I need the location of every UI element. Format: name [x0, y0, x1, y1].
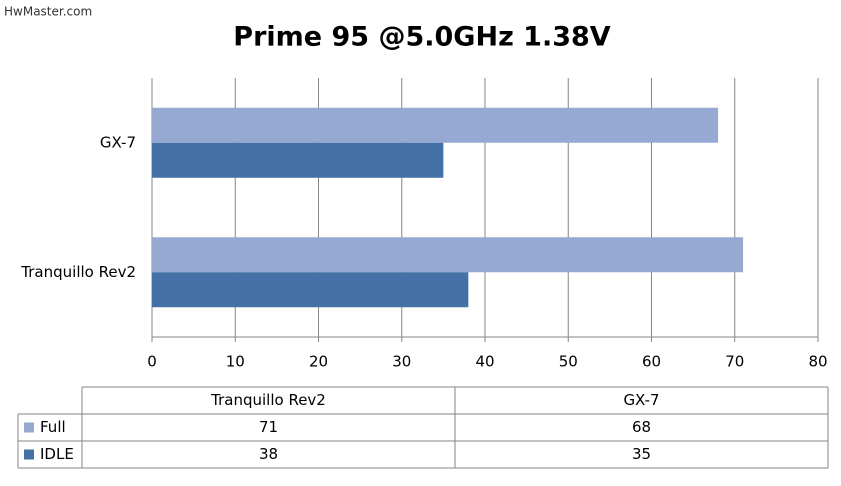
table-value: 71 [259, 418, 278, 436]
bar [152, 237, 744, 273]
table-value: 38 [259, 445, 278, 463]
x-tick-label: 40 [475, 353, 494, 371]
legend-swatch [24, 422, 34, 433]
x-tick-label: 80 [808, 353, 827, 371]
x-tick-label: 60 [642, 353, 661, 371]
y-tick-label: Tranquillo Rev2 [20, 263, 136, 281]
table-value: 35 [632, 445, 651, 463]
bar [152, 107, 719, 143]
y-tick-label: GX-7 [100, 133, 136, 151]
legend-label: IDLE [40, 445, 74, 463]
table-header: Tranquillo Rev2 [210, 391, 326, 409]
x-tick-label: 10 [226, 353, 245, 371]
table-value: 68 [632, 418, 651, 436]
bar [152, 272, 469, 308]
x-tick-label: 50 [559, 353, 578, 371]
watermark: HwMaster.com [4, 5, 92, 19]
x-tick-label: 30 [392, 353, 411, 371]
x-tick-label: 20 [309, 353, 328, 371]
x-tick-label: 70 [725, 353, 744, 371]
table-header: GX-7 [623, 391, 659, 409]
legend-label: Full [40, 418, 66, 436]
x-tick-label: 0 [147, 353, 157, 371]
chart-title: Prime 95 @5.0GHz 1.38V [233, 22, 610, 53]
bar [152, 142, 444, 178]
legend-swatch [24, 449, 34, 460]
